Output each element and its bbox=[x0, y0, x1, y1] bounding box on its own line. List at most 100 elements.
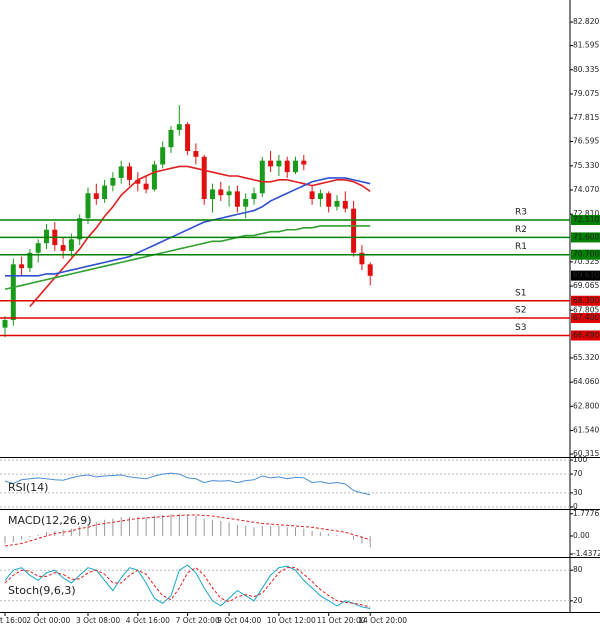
indicator-line bbox=[29, 165, 371, 308]
candle-body bbox=[351, 208, 357, 253]
level-price-label: 68.300 bbox=[573, 296, 599, 305]
indicator-line bbox=[4, 472, 371, 496]
level-name: S1 bbox=[515, 288, 526, 298]
candle-body bbox=[35, 243, 41, 253]
x-tick-label: t 16:00 bbox=[0, 616, 27, 625]
candle-body bbox=[118, 166, 124, 178]
y-tick-label: 77.815 bbox=[573, 113, 599, 122]
level-name: R3 bbox=[515, 207, 527, 217]
candle-body bbox=[93, 193, 99, 200]
candle-body bbox=[218, 189, 224, 196]
candle-body bbox=[284, 160, 290, 173]
x-tick-label: 4 Oct 16:00 bbox=[126, 616, 170, 625]
y-tick-label: 61.540 bbox=[573, 426, 599, 435]
level-price-box bbox=[571, 214, 600, 225]
level-price-box bbox=[571, 232, 600, 243]
y-tick-label: 0 bbox=[573, 502, 578, 511]
y-tick-label: -1.4372 bbox=[573, 549, 600, 558]
level-price-label: 67.400 bbox=[573, 313, 599, 322]
level-price-label: 66.490 bbox=[573, 331, 599, 340]
level-price-label: 70.700 bbox=[573, 250, 599, 259]
indicator-line bbox=[4, 564, 371, 609]
candle-body bbox=[342, 200, 348, 209]
y-tick-label: 1.7776 bbox=[573, 509, 599, 518]
y-tick-label: 0.00 bbox=[573, 531, 590, 540]
candle-body bbox=[160, 147, 166, 165]
candle-body bbox=[27, 252, 33, 269]
level-price-box bbox=[571, 295, 600, 306]
candle-body bbox=[168, 129, 174, 148]
candle-body bbox=[309, 191, 315, 200]
candle-body bbox=[367, 264, 373, 276]
x-tick-label: 2 Oct 00:00 bbox=[26, 616, 70, 625]
candle-body bbox=[326, 193, 332, 207]
candle-body bbox=[234, 191, 240, 207]
candle-body bbox=[2, 319, 8, 328]
level-price-box bbox=[571, 330, 600, 341]
candle-body bbox=[44, 229, 49, 244]
candle-body bbox=[135, 179, 141, 184]
y-tick-label: 80 bbox=[573, 565, 583, 574]
indicator-line bbox=[4, 225, 371, 291]
candle-body bbox=[19, 264, 25, 269]
level-name: R1 bbox=[515, 242, 527, 252]
x-tick-label: 9 Oct 04:00 bbox=[217, 616, 261, 625]
candle-body bbox=[68, 239, 74, 251]
y-tick-label: 60.315 bbox=[573, 449, 599, 458]
candle-body bbox=[293, 160, 298, 173]
y-tick-label: 30 bbox=[573, 488, 583, 497]
level-price-box bbox=[571, 249, 600, 260]
y-tick-label: 82.820 bbox=[573, 17, 599, 26]
level-price-box bbox=[571, 313, 600, 324]
y-tick-label: 69.065 bbox=[573, 281, 599, 290]
indicator-title: MACD(12,26,9) bbox=[8, 514, 92, 527]
level-name: S2 bbox=[515, 306, 526, 316]
y-tick-label: 64.060 bbox=[573, 377, 599, 386]
level-name: R2 bbox=[515, 225, 527, 235]
y-tick-label: 70 bbox=[573, 469, 583, 478]
y-tick-label: 70.325 bbox=[573, 257, 599, 266]
candle-body bbox=[201, 156, 207, 200]
x-tick-label: 10 Oct 12:00 bbox=[267, 616, 316, 625]
candle-body bbox=[317, 193, 323, 200]
level-name: S3 bbox=[515, 323, 526, 333]
candle-body bbox=[259, 160, 265, 194]
x-tick-label: 14 Oct 20:00 bbox=[358, 616, 407, 625]
candle-body bbox=[10, 264, 16, 320]
x-tick-label: 3 Oct 08:00 bbox=[76, 616, 120, 625]
candle-body bbox=[301, 160, 307, 165]
level-price-label: 72.510 bbox=[573, 215, 599, 224]
indicator-title: RSI(14) bbox=[8, 481, 48, 494]
indicator-line bbox=[5, 177, 371, 277]
candle-body bbox=[102, 185, 108, 200]
candle-body bbox=[185, 124, 191, 152]
candle-body bbox=[77, 218, 83, 240]
x-tick-label: 11 Oct 20:00 bbox=[317, 616, 366, 625]
y-tick-label: 65.320 bbox=[573, 353, 599, 362]
y-tick-label: 20 bbox=[573, 596, 583, 605]
y-tick-label: 75.330 bbox=[573, 161, 599, 170]
candle-body bbox=[226, 191, 232, 196]
candle-body bbox=[251, 193, 257, 200]
y-tick-label: 67.805 bbox=[573, 305, 599, 314]
indicator-title: Stoch(9,6,3) bbox=[8, 584, 76, 597]
indicator-line bbox=[4, 567, 371, 608]
y-tick-label: 74.070 bbox=[573, 185, 599, 194]
y-tick-label: 81.595 bbox=[573, 41, 599, 50]
candle-body bbox=[243, 199, 249, 207]
candle-body bbox=[143, 183, 149, 190]
y-tick-label: 72.810 bbox=[573, 209, 599, 218]
candle-body bbox=[85, 193, 91, 219]
candle-body bbox=[268, 160, 274, 167]
y-tick-label: 80.335 bbox=[573, 65, 599, 74]
candle-body bbox=[151, 164, 157, 190]
y-tick-label: 100 bbox=[573, 455, 588, 464]
candle-body bbox=[60, 245, 66, 251]
candle-body bbox=[127, 166, 132, 180]
candle-body bbox=[334, 200, 340, 207]
x-tick-label: 7 Oct 20:00 bbox=[176, 616, 220, 625]
candle-body bbox=[193, 151, 199, 157]
y-tick-label: 79.075 bbox=[573, 89, 599, 98]
y-tick-label: 62.800 bbox=[573, 401, 599, 410]
